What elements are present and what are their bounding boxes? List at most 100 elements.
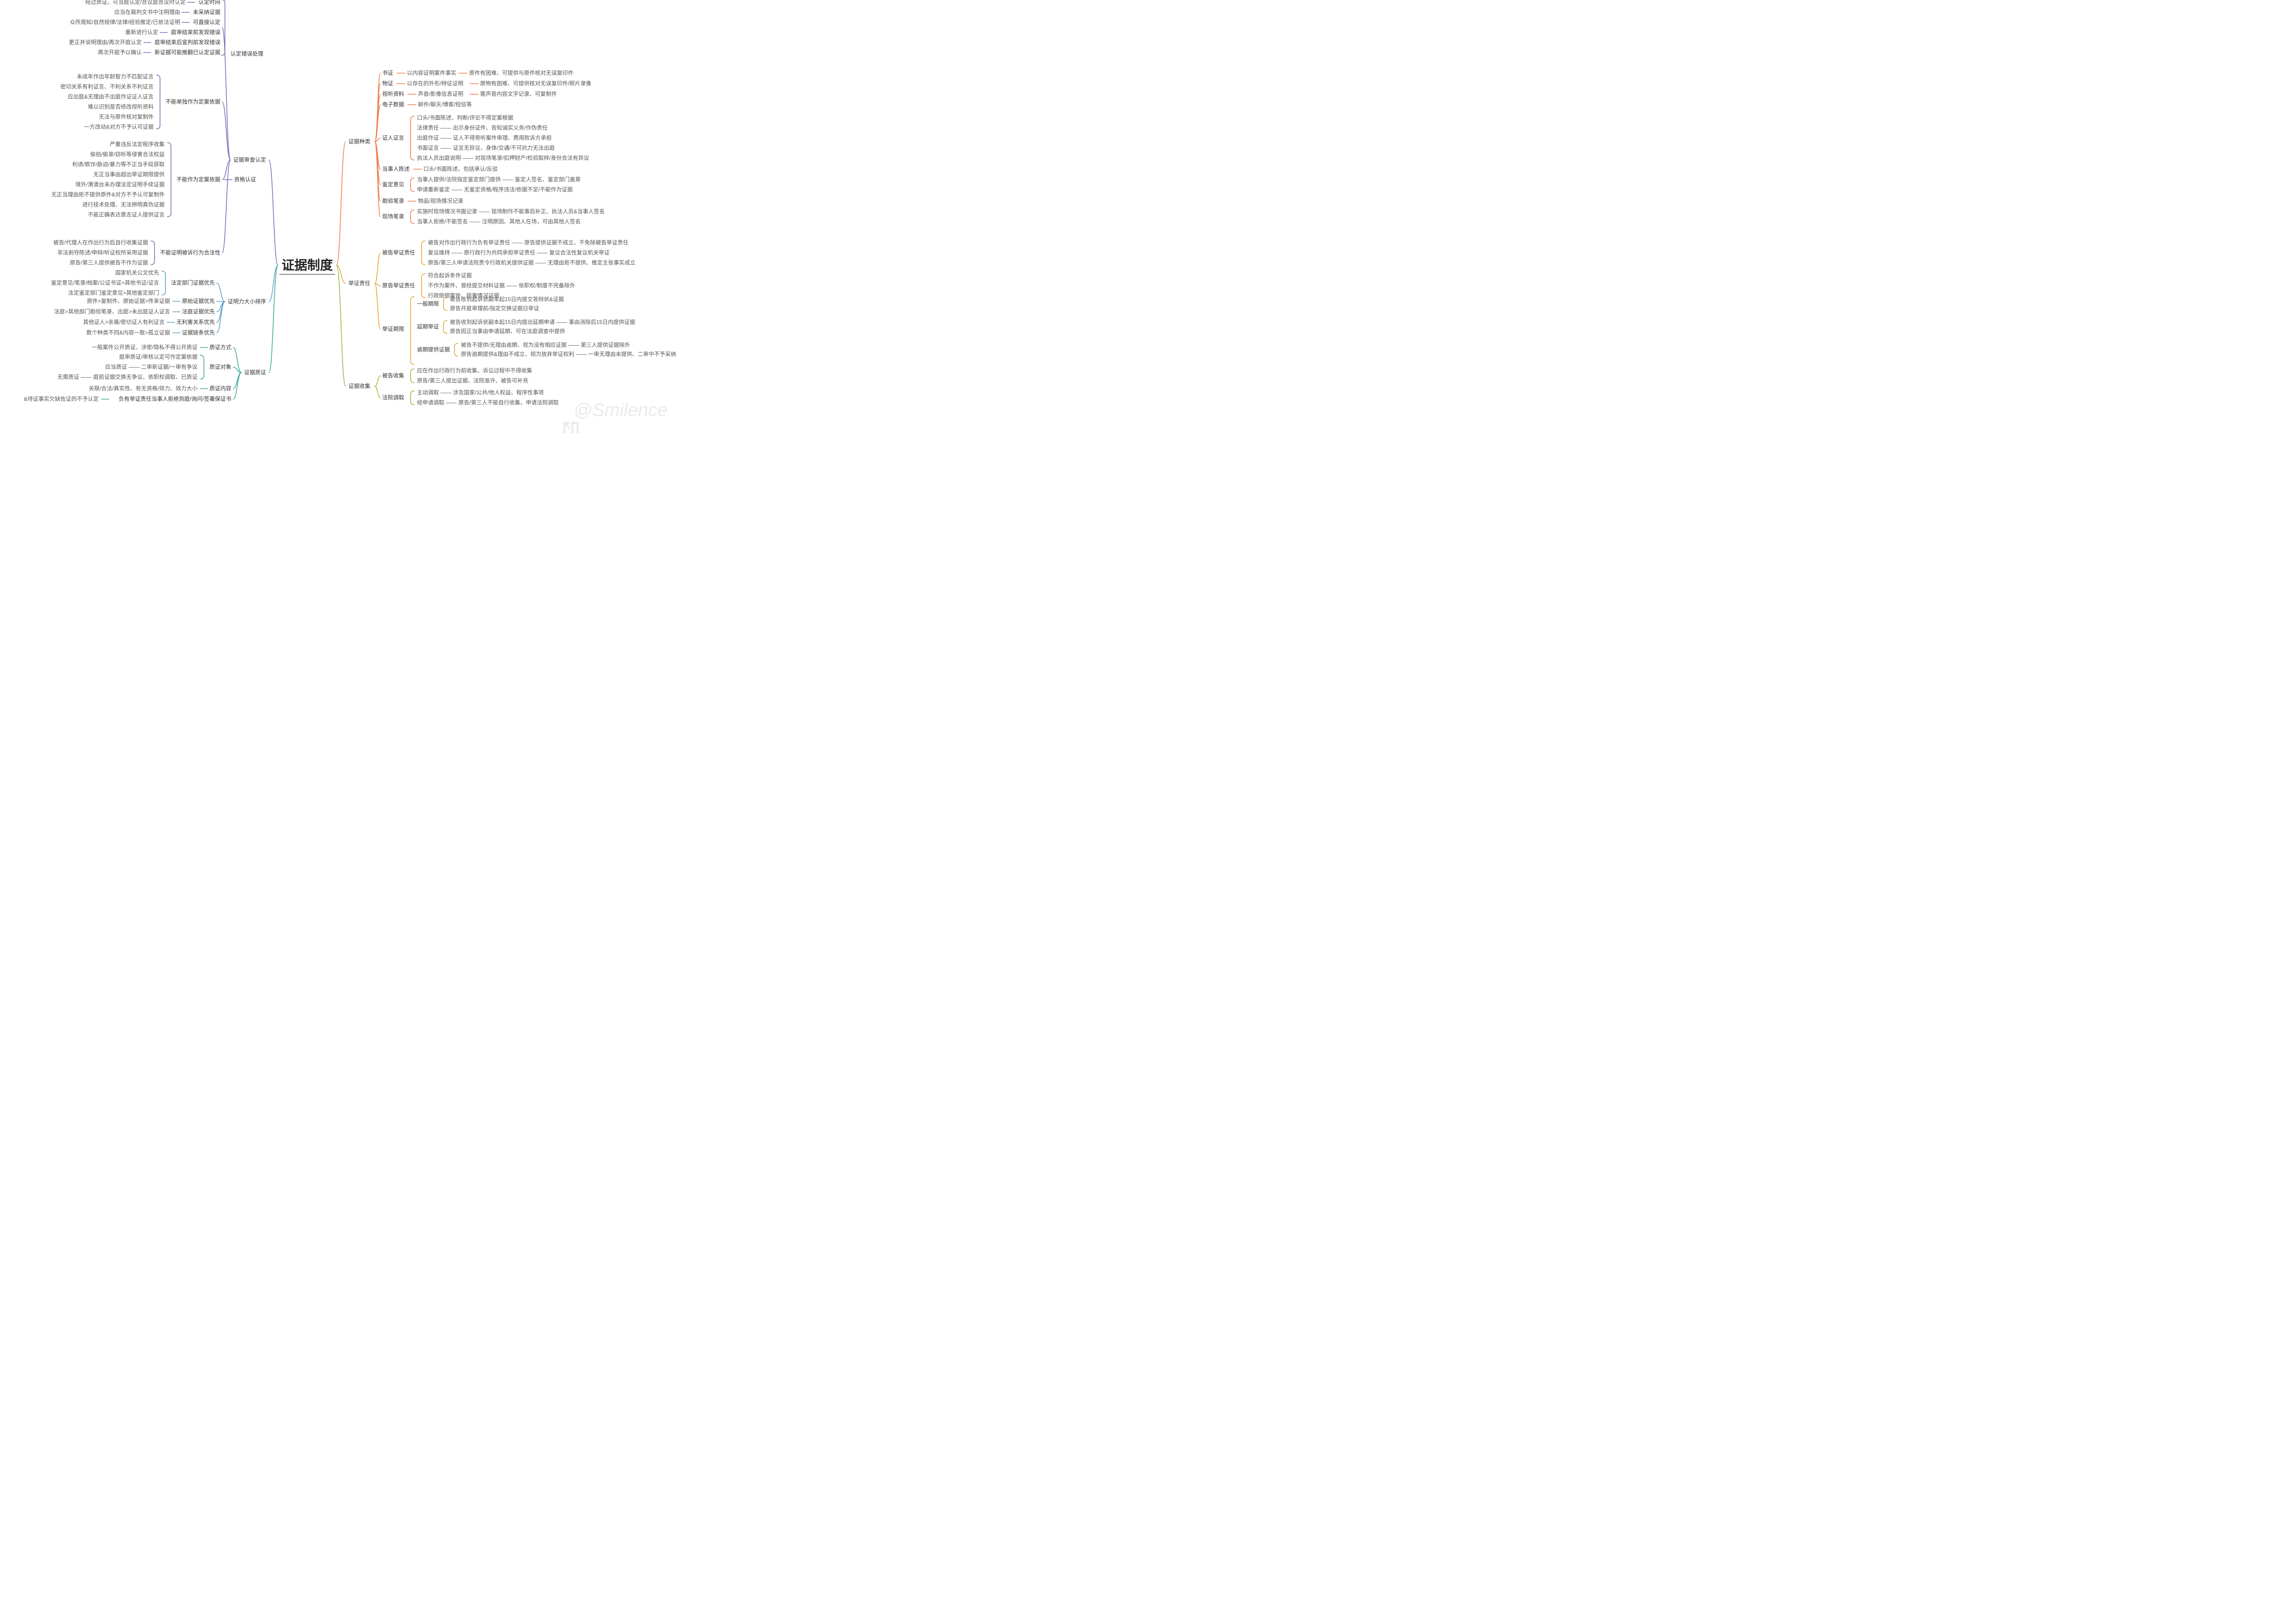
leaf: 原告逾期提供&理由不成立、视为放弃举证权利 —— 一审无理由未提供、二审中不予采… (461, 351, 676, 358)
subnode: 不能证明被诉行为合法性 (160, 249, 220, 257)
leaf: 被告/代理人在作出行为后自行收集证据 (53, 239, 148, 247)
leaf: 当事人提供/法院指定鉴定部门提供 —— 鉴定人签名、鉴定部门盖章 (417, 176, 581, 184)
subnode: 鉴定意见 (382, 181, 404, 189)
leaf: 应出庭&无理由不出庭作证证人证言 (68, 93, 154, 101)
leaf: 非法剥夺陈述/申辩/听证权所采用证据 (57, 249, 148, 257)
leaf: 经申请调取 —— 原告/第三人不能自行收集、申请法院调取 (417, 399, 559, 407)
subnode: 负有举证责任当事人拒绝到庭/询问/签署保证书 (118, 395, 231, 403)
leaf: 原告因正当事由申请延期、可在法庭调查中提供 (450, 328, 565, 336)
leaf: &待证事实欠缺佐证的不予认定 (24, 395, 99, 403)
subnode: 勘验笔录 (382, 198, 404, 205)
leaf: 声音/影像信息证明 (418, 91, 463, 98)
leaf: 原件>复制件、原始证据>传来证据 (87, 298, 170, 305)
leaf: 原告/第三人申请法院责令行政机关提供证据 —— 无理由拒不提供、推定主张事实成立 (428, 259, 636, 267)
leaf: 符合起诉条件证据 (428, 272, 472, 280)
subnode: 视听资料 (382, 91, 404, 98)
subnode: 当事人陈述 (382, 166, 410, 173)
branch-types: 证据种类 (348, 138, 370, 146)
leaf: 严重违反法定程序收集 (110, 141, 165, 149)
leaf: 经过质证、可当庭认定/合议庭合议时认定 (85, 0, 186, 6)
subnode: 举证期限 (382, 326, 404, 333)
leaf: 法庭>其他部门勘验笔录、出庭>未出庭证人证言 (54, 308, 170, 316)
groupnode: 认定错误处理 (230, 50, 263, 58)
leaf: 未成年作出年龄智力不匹配证言 (77, 73, 154, 81)
leaf: 邮件/聊天/博客/短信等 (418, 101, 472, 109)
leaf: 密切关系有利证言、不利关系不利证言 (60, 83, 154, 91)
center-topic: 证据制度 (282, 256, 333, 274)
leaf: 实施时现场情况书面记录 —— 现场制作不能事后补正、执法人员&当事人签名 (417, 208, 605, 216)
subsub: 延期举证 (417, 323, 439, 331)
leaf: 被告不提供/无理由逾期、视为没有相应证据 —— 第三人提供证据除外 (461, 342, 630, 349)
leaf: 被告对作出行政行为负有举证责任 —— 原告提供证据不成立、不免除被告举证责任 (428, 239, 629, 247)
leaf: 原物有困难、可提供核对无误复印件/照片录像 (480, 80, 591, 88)
leaf: 被告收到起诉状副本起15日内提出延期申请 —— 事由消除后15日内提供证据 (450, 319, 635, 326)
subnode: 物证 (382, 80, 393, 88)
leaf: 原告开庭审理前/指定交换证据日举证 (450, 305, 539, 313)
leaf: 以存在的外形/特征证明 (407, 80, 463, 88)
tagnode: 资格认证 (234, 176, 256, 184)
branch-collect: 证据收集 (348, 383, 370, 390)
leaf: 需声音内容文字记录、可复制件 (480, 91, 557, 98)
leaf: 众所周知/自然规律/法律/经验推定/已依法证明 (70, 19, 180, 27)
subnode: 书证 (382, 69, 393, 77)
leaf: 更正并说明理由/再次开庭认定 (69, 39, 142, 47)
leaf: 鉴定意见/笔录/档案/公证书证>其他书证/证言 (51, 279, 159, 287)
leaf: 原告/第三人提供被告不作为证据 (70, 259, 148, 267)
leaf: 无正当事由超出举证期限提供 (93, 171, 165, 179)
leaf: 口头/书面陈述、判断/评论不得定案根据 (417, 114, 513, 122)
subnode: 质证方式 (209, 344, 231, 352)
subnode: 无利害关系优先 (176, 319, 215, 326)
leaf: 应在作出行政行为前收集、诉讼过程中不得收集 (417, 367, 532, 375)
leaf: 无正当理由拒不提供原件&对方不予认可复制件 (51, 191, 165, 199)
leaf: 庭审质证/审核认定可作定案依据 (119, 353, 198, 361)
leaf: 重新进行认定 (125, 29, 158, 37)
subsub: 一般期限 (417, 300, 439, 308)
leaf: 境外/港澳台未办理法定证明手续证据 (75, 181, 165, 189)
tagnode: 可直接认定 (193, 19, 220, 27)
subnode: 证人证言 (382, 134, 404, 142)
leaf: 当事人拒绝/不能签名 —— 注明原因、其他人在场，可由其他人签名 (417, 218, 581, 226)
leaf: 以内容证明案件事实 (407, 69, 456, 77)
branch-power: 证明力大小排序 (228, 298, 266, 306)
leaf: 利诱/欺诈/胁迫/暴力等不正当手段获取 (72, 161, 165, 169)
subsub: 逾期提供证据 (417, 346, 450, 354)
tagnode: 认定时间 (198, 0, 220, 6)
leaf: 应当质证 —— 二审新证据/一审有争议 (105, 363, 198, 371)
tagnode: 新证据可能推翻已认定证据 (155, 49, 220, 57)
leaf: 原件有困难、可提供与原件核对无误复印件 (469, 69, 573, 77)
subnode: 现场笔录 (382, 213, 404, 221)
tagnode: 未采纳证据 (193, 9, 220, 16)
leaf: 偷拍/偷录/窃听等侵害合法权益 (90, 151, 165, 159)
subnode: 质证对象 (209, 363, 231, 371)
leaf: 口头/书面陈述、包括承认/反驳 (423, 166, 498, 173)
subnode: 不能单独作为定案依据 (166, 98, 220, 106)
subnode: 法定部门证据优先 (171, 279, 215, 287)
leaf: 数个种类不同&内容一致>孤立证据 (86, 329, 170, 337)
mindmap-canvas: 证据制度 证据种类 书证 以内容证明案件事实 原件有困难、可提供与原件核对无误复印件物证… (0, 0, 680, 433)
branch-review: 证据审查认定 (233, 156, 266, 164)
leaf: 执法人员出庭说明 —— 对现场笔录/扣押财产/检验取样/身份合法有异议 (417, 155, 589, 162)
leaf: 被告收到起诉状副本起15日内提交答辩状&证据 (450, 296, 564, 304)
leaf: 法定鉴定部门鉴定意见>其他鉴定部门 (68, 289, 159, 297)
branch-burden: 举证责任 (348, 280, 370, 288)
author-watermark: @Smilence (574, 400, 668, 421)
leaf: 再次开庭予以确认 (98, 49, 142, 57)
subnode: 法庭证据优先 (182, 308, 215, 316)
leaf: 其他证人>亲属/密切证人有利证言 (83, 319, 165, 326)
leaf: 书面证言 —— 证言无异议、身体/交通/不可抗力无法出庭 (417, 144, 555, 152)
leaf: 关联/合法/真实性、有无资格/效力、效力大小 (89, 385, 198, 393)
leaf: 无需质证 —— 庭前证据交换无争议、依职权调取、已质证 (57, 374, 198, 381)
leaf: 应当在裁判文书中注明理由 (114, 9, 180, 16)
subnode: 原告举证责任 (382, 282, 415, 290)
leaf: 不能正确表达意志证人提供证言 (88, 211, 165, 219)
subnode: 电子数据 (382, 101, 404, 109)
leaf: 原告/第三人提出证据、法院准许、被告可补充 (417, 377, 528, 385)
leaf: 难以识别是否修改视听资料 (88, 103, 154, 111)
subnode: 不能作为定案依据 (176, 176, 220, 184)
leaf: 国家机关公文优先 (115, 269, 159, 277)
subnode: 被告举证责任 (382, 249, 415, 257)
leaf: 复议维持 —— 原行政行为共同承担举证责任 —— 复议合法性复议机关举证 (428, 249, 609, 257)
subnode: 法院调取 (382, 394, 404, 402)
leaf: 物品/现场情况记录 (418, 198, 463, 205)
leaf: 一方改动&对方不予认可证据 (84, 123, 154, 131)
